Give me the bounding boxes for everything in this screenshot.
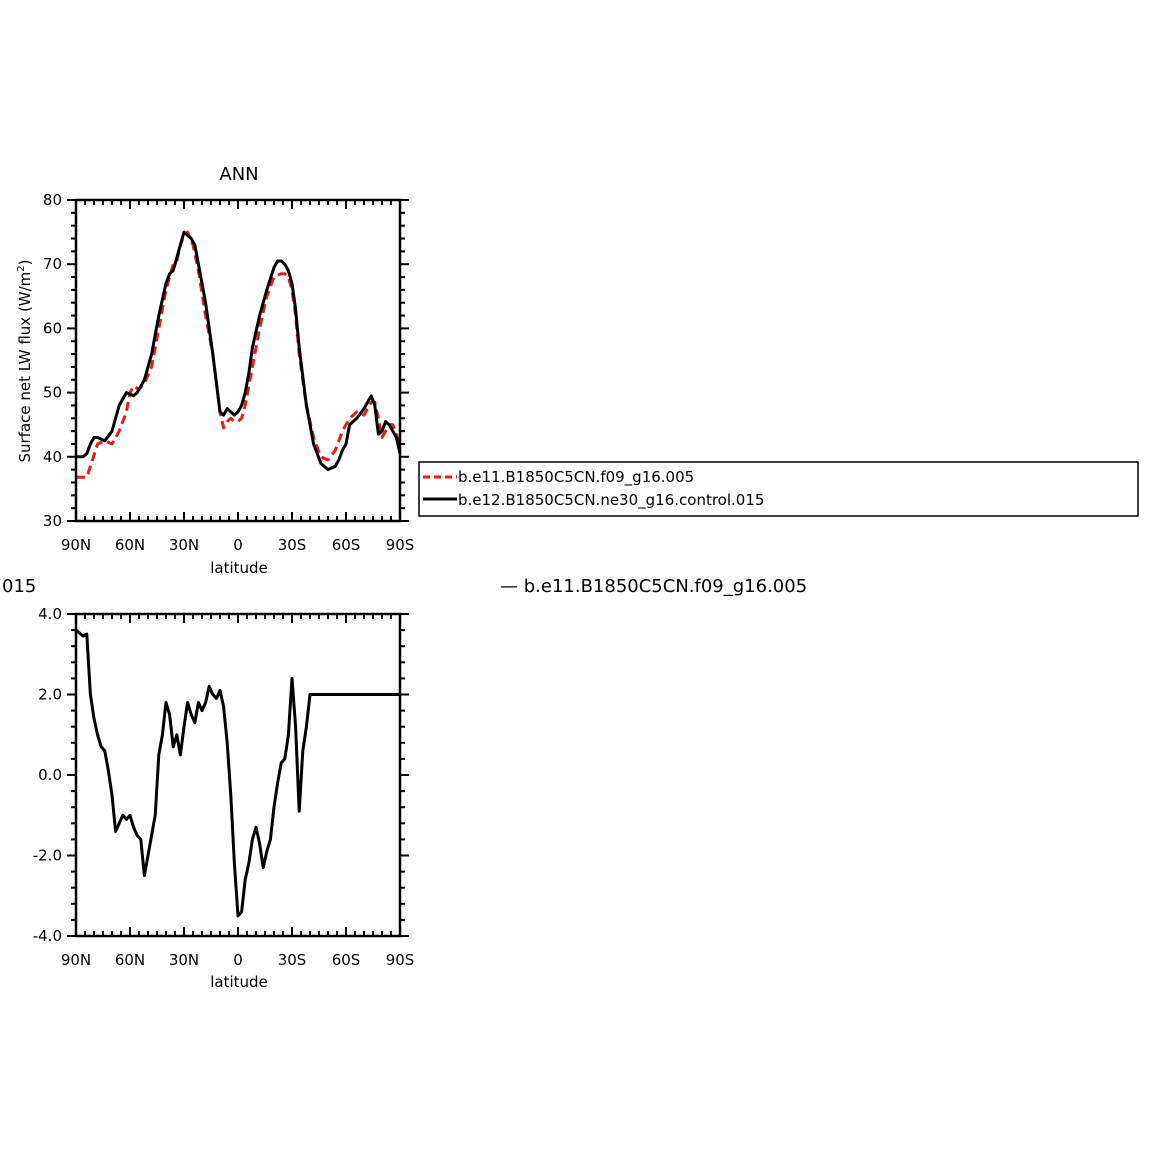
bottom-chart-frame: [74, 612, 402, 938]
top-chart-frame: [74, 198, 402, 523]
x-tick-label: 30N: [169, 951, 199, 969]
x-tick-label: 90N: [61, 951, 91, 969]
top-x-axis-label: latitude: [210, 559, 268, 577]
x-tick-label: 30N: [169, 536, 199, 554]
bottom-y-axis-label: Surface net LW flux (W/m2): [0, 673, 18, 876]
clipped-legend-fragment: 015: [2, 576, 36, 597]
x-tick-label: 0: [233, 951, 243, 969]
legend-label-2: b.e12.B1850C5CN.ne30_g16.control.015: [458, 491, 764, 510]
bottom-chart-series: [76, 628, 400, 918]
legend: b.e11.B1850C5CN.f09_g16.005 b.e12.B1850C…: [418, 461, 1139, 517]
top-y-axis-label: Surface net LW flux (W/m2): [16, 259, 34, 462]
bottom-chart-ticks: 90N 60N 30N 0 30S 60S 90S -4.0 -2.0 0.0 2.0 4.0: [33, 605, 415, 969]
x-tick-label: 60S: [332, 951, 361, 969]
bottom-chart: 90N 60N 30N 0 30S 60S 90S -4.0 -2.0 0.0 2.0 4.0 lat…: [0, 605, 415, 991]
x-tick-label: 60N: [115, 536, 145, 554]
x-tick-label: 90N: [61, 536, 91, 554]
x-tick-label: 30S: [278, 536, 307, 554]
x-tick-label: 90S: [386, 536, 415, 554]
top-chart: ANN 90N 60N 30N 0 30S 60S 90S 30 40 50 60 70 80 lati…: [16, 164, 414, 577]
y-tick-label: 50: [43, 384, 62, 402]
secondary-legend-label: — b.e11.B1850C5CN.f09_g16.005: [500, 576, 807, 597]
top-chart-ticks: 90N 60N 30N 0 30S 60S 90S 30 40 50 60 70 80: [43, 191, 414, 554]
y-tick-label: 0.0: [38, 766, 62, 784]
y-tick-label: 60: [43, 319, 62, 337]
series-line-1: [76, 628, 400, 918]
y-tick-label: 80: [43, 191, 62, 209]
x-tick-label: 30S: [278, 951, 307, 969]
x-tick-label: 90S: [386, 951, 415, 969]
series-line-2: [76, 230, 400, 472]
bottom-x-axis-label: latitude: [210, 973, 268, 991]
legend-label-1: b.e11.B1850C5CN.f09_g16.005: [458, 468, 694, 487]
top-chart-series: [76, 230, 400, 479]
x-tick-label: 60N: [115, 951, 145, 969]
chart-title: ANN: [219, 164, 258, 185]
y-tick-label: 70: [43, 255, 62, 273]
y-tick-label: -2.0: [33, 847, 62, 865]
y-tick-label: 4.0: [38, 605, 62, 623]
y-tick-label: 2.0: [38, 686, 62, 704]
y-tick-label: 40: [43, 448, 62, 466]
x-tick-label: 0: [233, 536, 243, 554]
y-tick-label: -4.0: [33, 927, 62, 945]
x-tick-label: 60S: [332, 536, 361, 554]
legend-box: [418, 461, 1139, 517]
y-tick-label: 30: [43, 512, 62, 530]
series-line-1: [76, 230, 400, 479]
